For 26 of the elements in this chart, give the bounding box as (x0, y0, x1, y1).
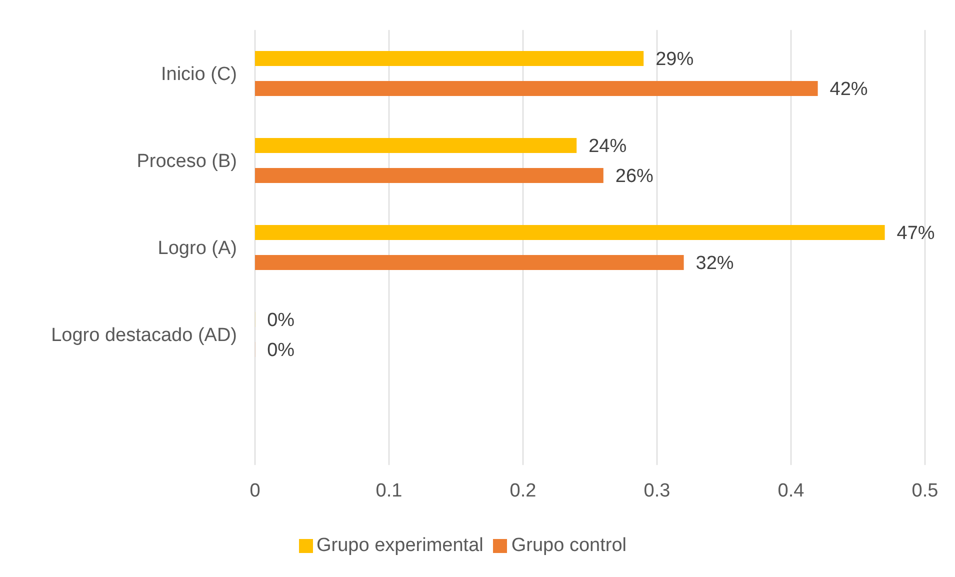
bar (255, 81, 818, 96)
x-tick-label: 0.2 (510, 480, 536, 502)
bar (255, 51, 644, 66)
data-label: 42% (830, 79, 868, 100)
bar (255, 225, 885, 240)
x-tick-label: 0.3 (644, 480, 670, 502)
data-label: 32% (696, 253, 734, 274)
legend-label: Grupo experimental (316, 535, 484, 556)
data-label: 0% (267, 340, 295, 362)
legend-label: Grupo control (511, 535, 626, 556)
x-tick-label: 0.1 (376, 480, 402, 502)
bar (255, 138, 577, 153)
x-tick-label: 0.5 (912, 480, 938, 502)
bar (255, 255, 684, 270)
y-tick-label: Logro destacado (AD) (51, 325, 237, 346)
x-tick-label: 0.4 (778, 480, 805, 502)
data-label: 0% (267, 310, 295, 332)
x-tick-label: 0 (250, 480, 260, 502)
data-label: 24% (588, 136, 627, 158)
y-tick-label: Logro (A) (158, 238, 237, 260)
bar (255, 168, 604, 183)
data-label: 26% (615, 166, 654, 188)
y-tick-label: Proceso (B) (136, 151, 237, 172)
data-label: 29% (656, 49, 694, 70)
y-tick-label: Inicio (C) (160, 64, 237, 86)
data-label: 47% (896, 223, 935, 244)
